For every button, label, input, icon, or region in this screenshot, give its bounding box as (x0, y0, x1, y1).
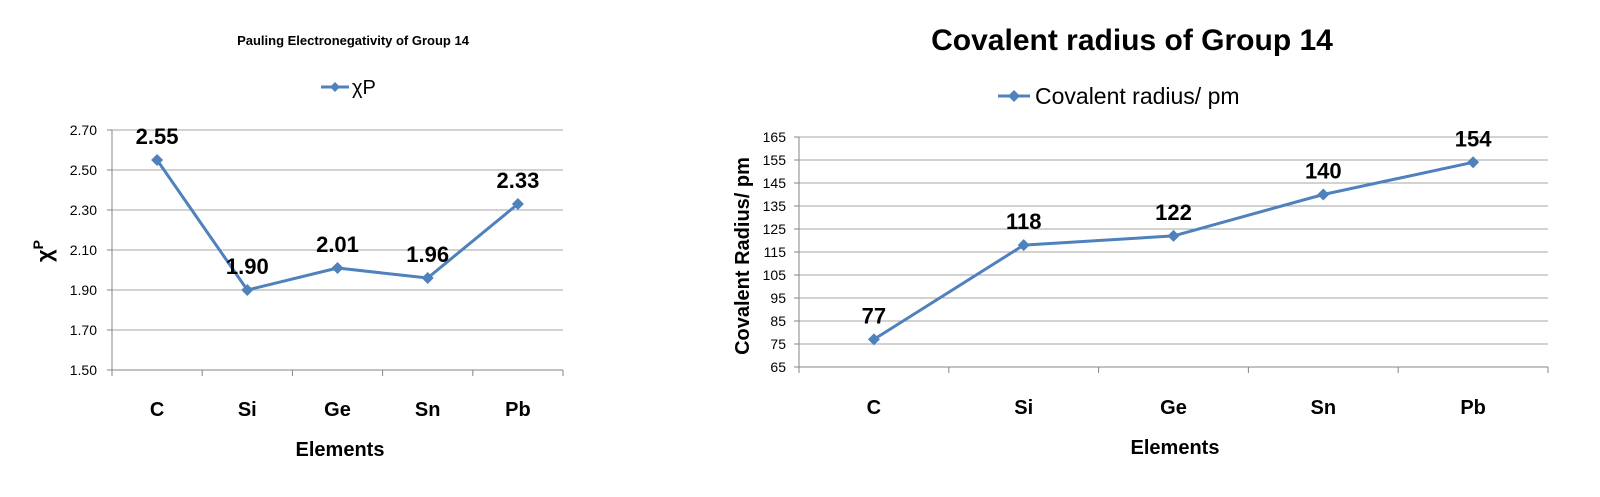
y-axis-title-sup: P (30, 240, 46, 249)
data-label: 154 (1455, 126, 1492, 151)
chart-title: Covalent radius of Group 14 (931, 24, 1333, 57)
y-tick-label: 1.70 (70, 322, 97, 338)
y-tick-label: 95 (770, 290, 786, 306)
data-point (1467, 156, 1480, 169)
y-tick-label: 155 (763, 152, 787, 168)
data-label: 140 (1305, 159, 1342, 184)
data-label: 1.96 (406, 242, 449, 267)
y-tick-label: 2.30 (70, 202, 97, 218)
data-point (1017, 239, 1030, 252)
legend-label: Covalent radius/ pm (1035, 83, 1240, 109)
y-tick-label: 1.90 (70, 282, 97, 298)
data-point (331, 262, 344, 274)
data-label: 2.55 (136, 124, 179, 149)
data-label: 2.01 (316, 232, 359, 257)
x-tick-label: Sn (1311, 397, 1337, 419)
data-point (867, 333, 880, 346)
data-label: 122 (1155, 200, 1192, 225)
y-tick-label: 145 (763, 175, 787, 191)
data-label: 77 (862, 303, 886, 328)
legend-label: χP (352, 77, 376, 99)
x-tick-label: Si (1014, 397, 1033, 419)
data-point (1167, 229, 1180, 242)
x-axis-title: Elements (1131, 437, 1220, 459)
x-tick-label: Sn (415, 399, 441, 421)
data-label: 118 (1006, 209, 1042, 234)
data-point (511, 198, 524, 210)
data-point (1317, 188, 1330, 201)
x-tick-label: C (150, 399, 164, 421)
legend-marker (330, 82, 340, 92)
electronegativity-chart: Pauling Electronegativity of Group 14 χP… (30, 33, 564, 461)
y-tick-label: 115 (764, 244, 787, 260)
y-tick-label: 1.50 (70, 362, 97, 378)
y-axis-title: Covalent Radius/ pm (732, 157, 754, 355)
y-tick-label: 135 (763, 198, 787, 214)
legend-marker (1008, 90, 1020, 102)
data-label: 2.33 (496, 168, 539, 193)
data-point (151, 154, 164, 166)
y-tick-label: 2.50 (70, 162, 97, 178)
plot-area: 65 75 85 95 105 115 125 135 145 155 165 C Si Ge Sn Pb 77… (763, 126, 1549, 419)
x-tick-label: C (867, 397, 881, 419)
y-tick-label: 2.70 (70, 122, 97, 138)
data-label: 1.90 (226, 254, 269, 279)
x-tick-label: Ge (1160, 397, 1187, 419)
y-axis-title: χP (30, 240, 57, 262)
x-tick-label: Pb (1460, 397, 1486, 419)
y-tick-label: 75 (770, 336, 786, 352)
x-axis-title: Elements (296, 439, 385, 461)
chart-title: Pauling Electronegativity of Group 14 (237, 33, 470, 48)
y-tick-label: 165 (763, 129, 787, 145)
plot-area: 1.50 1.70 1.90 2.10 2.30 2.50 2.70 C Si Ge Sn Pb 2.5… (70, 122, 564, 421)
legend: χP (321, 77, 376, 99)
y-tick-label: 105 (763, 267, 787, 283)
x-tick-label: Si (238, 399, 257, 421)
x-tick-label: Ge (324, 399, 351, 421)
y-tick-label: 2.10 (70, 242, 97, 258)
data-point (421, 272, 434, 284)
y-tick-label: 65 (770, 359, 786, 375)
data-point (241, 284, 254, 296)
y-tick-label: 125 (763, 221, 787, 237)
y-tick-label: 85 (770, 313, 786, 329)
series-line (873, 160, 1474, 341)
x-tick-label: Pb (505, 399, 531, 421)
legend: Covalent radius/ pm (998, 83, 1240, 109)
covalent-radius-chart: Covalent radius of Group 14 Covalent rad… (732, 24, 1549, 459)
y-axis-title-base: χ (32, 249, 57, 262)
